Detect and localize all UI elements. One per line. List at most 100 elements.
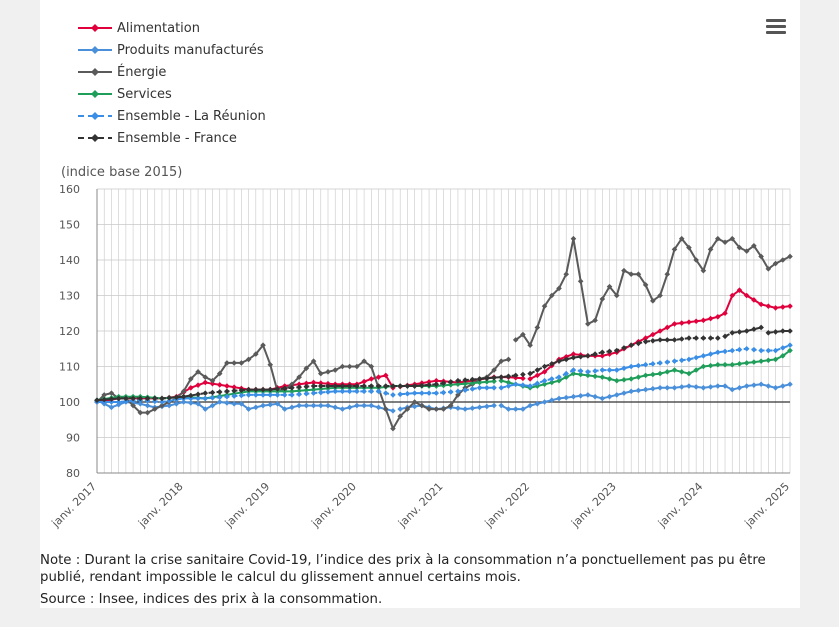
data-point[interactable] (390, 425, 396, 432)
data-point[interactable] (267, 361, 274, 368)
data-point[interactable] (707, 362, 714, 369)
data-point[interactable] (123, 398, 129, 405)
data-point[interactable] (577, 392, 584, 399)
data-point[interactable] (650, 385, 656, 392)
data-point[interactable] (700, 385, 707, 391)
data-point[interactable] (224, 383, 230, 389)
data-point[interactable] (440, 380, 447, 386)
data-point[interactable] (707, 315, 714, 322)
data-point[interactable] (361, 358, 367, 364)
data-point[interactable] (368, 383, 375, 389)
data-point[interactable] (231, 400, 237, 407)
data-point[interactable] (787, 347, 793, 354)
data-point[interactable] (642, 338, 649, 345)
data-point[interactable] (657, 292, 663, 299)
data-point[interactable] (267, 392, 274, 398)
data-point[interactable] (686, 356, 692, 363)
data-point[interactable] (382, 390, 389, 396)
data-point[interactable] (758, 347, 764, 354)
data-point[interactable] (664, 271, 671, 277)
data-point[interactable] (404, 406, 411, 412)
data-point[interactable] (650, 361, 656, 367)
data-point[interactable] (534, 400, 541, 407)
data-point[interactable] (130, 402, 136, 409)
data-point[interactable] (188, 395, 194, 402)
data-point[interactable] (346, 363, 353, 370)
data-point[interactable] (751, 382, 757, 388)
data-point[interactable] (339, 383, 346, 389)
data-point[interactable] (548, 292, 555, 299)
data-point[interactable] (534, 372, 541, 379)
data-point[interactable] (548, 361, 555, 367)
legend-item[interactable]: Produits manufacturés (77, 39, 266, 61)
menu-icon[interactable] (766, 19, 786, 35)
data-point[interactable] (585, 392, 591, 398)
data-point[interactable] (346, 383, 353, 389)
data-point[interactable] (729, 386, 736, 393)
data-point[interactable] (303, 383, 310, 390)
data-point[interactable] (260, 402, 266, 409)
data-point[interactable] (722, 348, 728, 355)
data-point[interactable] (188, 392, 194, 399)
data-point[interactable] (195, 400, 201, 407)
data-point[interactable] (505, 356, 512, 363)
data-point[interactable] (671, 385, 678, 391)
data-point[interactable] (498, 377, 505, 384)
data-point[interactable] (715, 335, 721, 341)
data-point[interactable] (650, 298, 656, 304)
data-point[interactable] (671, 321, 678, 327)
data-point[interactable] (743, 383, 750, 389)
data-point[interactable] (491, 385, 497, 391)
data-point[interactable] (238, 387, 245, 393)
data-point[interactable] (368, 388, 375, 395)
data-point[interactable] (541, 377, 548, 384)
data-point[interactable] (202, 406, 209, 412)
data-point[interactable] (599, 374, 606, 380)
data-point[interactable] (231, 387, 237, 394)
data-point[interactable] (216, 399, 223, 405)
data-point[interactable] (736, 346, 743, 353)
data-point[interactable] (765, 347, 772, 354)
data-point[interactable] (484, 385, 490, 391)
data-point[interactable] (556, 377, 562, 384)
data-point[interactable] (159, 399, 165, 405)
data-point[interactable] (722, 239, 728, 246)
data-point[interactable] (657, 385, 663, 391)
data-point[interactable] (289, 404, 295, 411)
data-point[interactable] (729, 235, 736, 242)
data-point[interactable] (281, 388, 288, 395)
data-point[interactable] (209, 389, 216, 396)
data-point[interactable] (577, 278, 584, 285)
data-point[interactable] (505, 383, 512, 389)
data-point[interactable] (245, 386, 252, 393)
data-point[interactable] (339, 363, 346, 370)
data-point[interactable] (722, 383, 728, 389)
data-point[interactable] (447, 382, 454, 388)
data-point[interactable] (281, 385, 288, 392)
data-point[interactable] (130, 395, 136, 402)
data-point[interactable] (520, 375, 526, 382)
data-point[interactable] (433, 377, 440, 384)
data-point[interactable] (296, 384, 302, 391)
data-point[interactable] (216, 370, 223, 377)
data-point[interactable] (512, 372, 519, 379)
data-point[interactable] (534, 324, 541, 331)
data-point[interactable] (317, 380, 324, 386)
data-point[interactable] (484, 375, 490, 382)
data-point[interactable] (772, 356, 779, 363)
legend-item[interactable]: Énergie (77, 61, 266, 83)
data-point[interactable] (534, 380, 541, 387)
data-point[interactable] (426, 406, 432, 412)
data-point[interactable] (491, 367, 497, 373)
data-point[interactable] (354, 383, 360, 389)
data-point[interactable] (484, 403, 490, 410)
data-point[interactable] (202, 390, 209, 396)
data-point[interactable] (245, 356, 252, 363)
data-point[interactable] (253, 404, 259, 411)
data-point[interactable] (382, 406, 389, 412)
data-point[interactable] (628, 271, 634, 277)
data-point[interactable] (462, 387, 468, 393)
data-point[interactable] (570, 351, 577, 357)
data-point[interactable] (216, 394, 223, 401)
data-point[interactable] (715, 235, 721, 242)
